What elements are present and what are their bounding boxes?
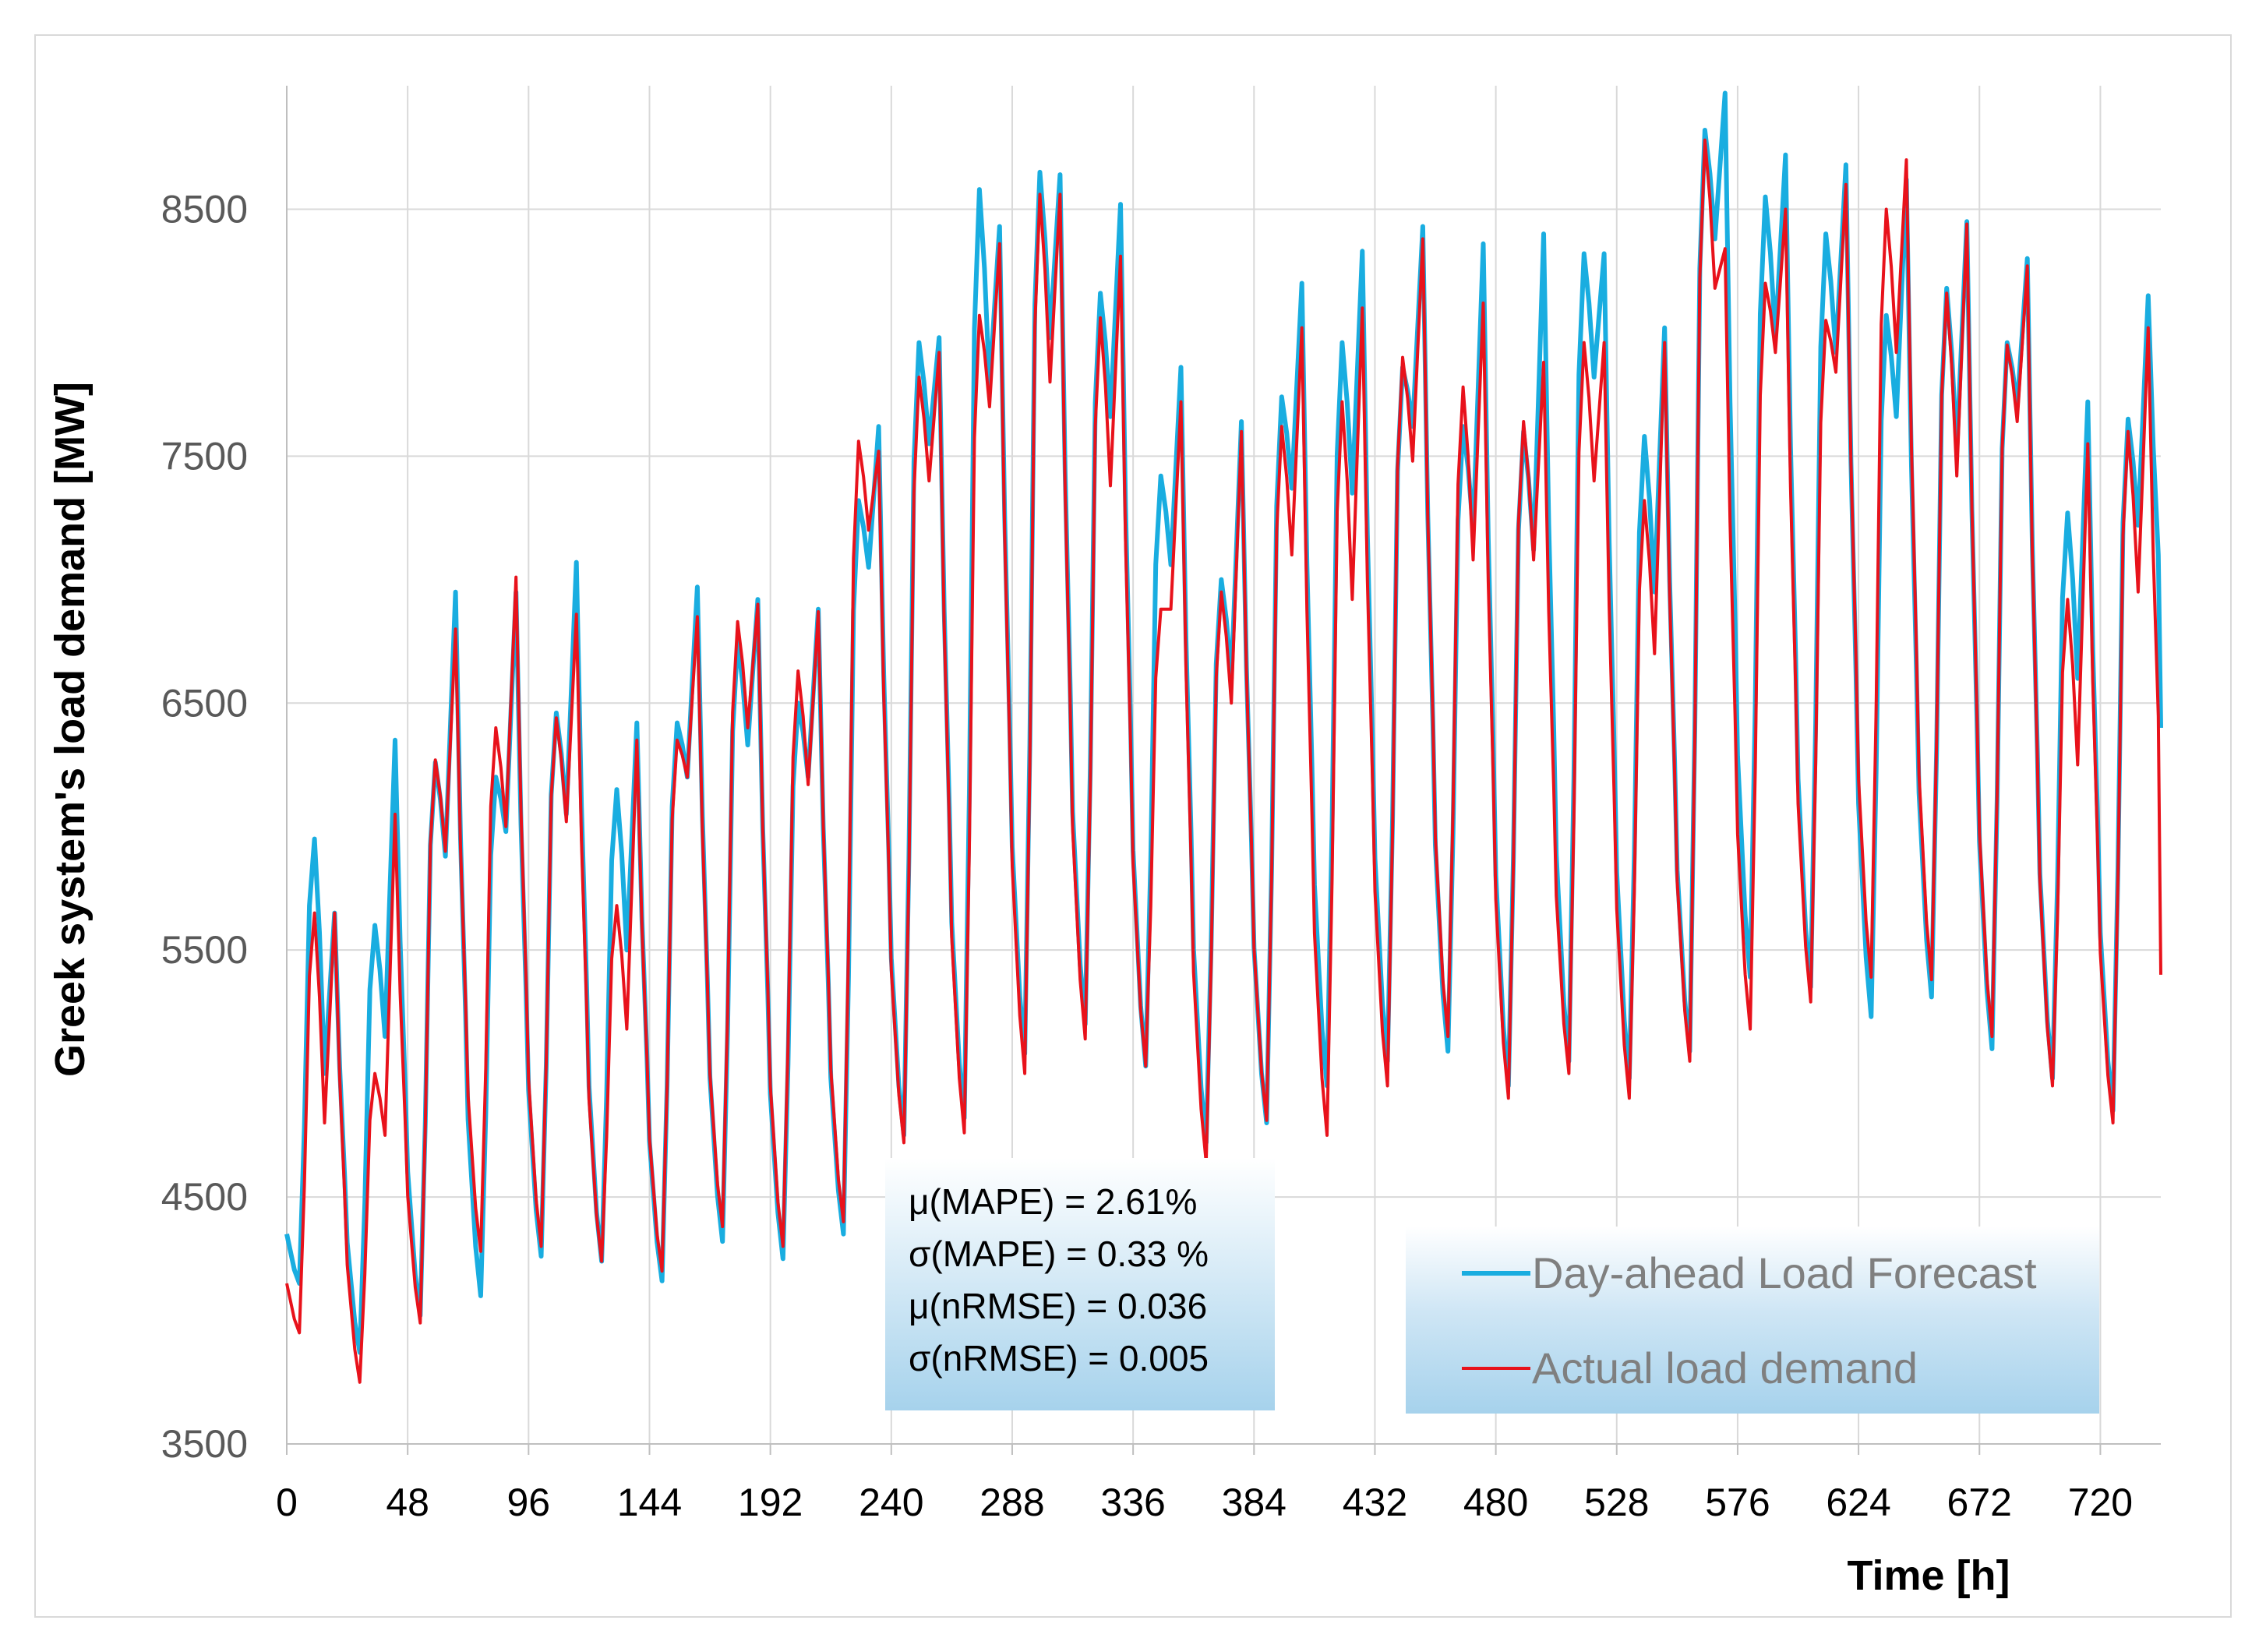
tick-labels: 0 48 96 144 192 240 288 336 384 432 480 528 576 624 67… [161,187,2133,1524]
y-tick-label: 4500 [161,1175,248,1219]
x-tick-label: 528 [1584,1481,1649,1524]
y-tick-label: 6500 [161,681,248,725]
x-tick-label: 240 [859,1481,923,1524]
x-tick-label: 432 [1343,1481,1407,1524]
x-tick-label: 576 [1705,1481,1770,1524]
stats-box-background [885,1158,1275,1410]
x-tick-label: 288 [979,1481,1044,1524]
x-tick-label: 336 [1100,1481,1165,1524]
actual-series-line [285,138,2162,1384]
y-tick-label: 3500 [161,1422,248,1466]
legend: Day-ahead Load Forecast Actual load dema… [1406,1227,2099,1414]
stat-sigma-nrmse: σ(nRMSE) = 0.005 [909,1338,1209,1378]
y-tick-label: 7500 [161,434,248,478]
x-tick-label: 192 [738,1481,803,1524]
x-tick-label: 672 [1947,1481,2012,1524]
x-tick-label: 96 [507,1481,551,1524]
y-tick-label: 8500 [161,187,248,231]
x-tick-label: 144 [617,1481,682,1524]
stat-sigma-mape: σ(MAPE) = 0.33 % [909,1234,1209,1274]
legend-actual-label: Actual load demand [1532,1343,1918,1393]
stat-mu-mape: μ(MAPE) = 2.61% [909,1181,1197,1222]
stat-mu-nrmse: μ(nRMSE) = 0.036 [909,1286,1207,1326]
legend-forecast-label: Day-ahead Load Forecast [1532,1248,2037,1297]
x-tick-label: 720 [2068,1481,2133,1524]
x-tick-label: 0 [276,1481,298,1524]
x-tick-label: 384 [1222,1481,1287,1524]
series-lines [284,90,2163,1384]
axes [286,86,2161,1455]
legend-background [1406,1227,2099,1414]
x-axis-title: Time [h] [1847,1552,2010,1599]
y-tick-label: 5500 [161,928,248,972]
x-tick-label: 48 [386,1481,429,1524]
y-axis-title: Greek system's load demand [MW] [47,382,94,1077]
x-tick-label: 480 [1463,1481,1528,1524]
stats-box: μ(MAPE) = 2.61% σ(MAPE) = 0.33 % μ(nRMSE… [885,1158,1275,1410]
x-tick-label: 624 [1826,1481,1890,1524]
